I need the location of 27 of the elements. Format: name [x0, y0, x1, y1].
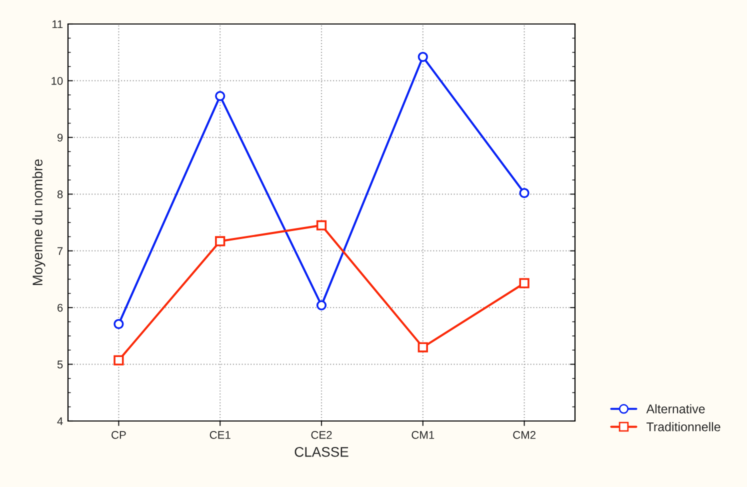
y-tick-label: 4 — [57, 417, 63, 426]
point — [215, 236, 226, 246]
point — [316, 220, 327, 230]
legend-label: Traditionnelle — [646, 422, 720, 432]
x-tick-label: CP — [112, 431, 126, 439]
y-tick-label: 9 — [57, 134, 63, 142]
y-axis-title: Moyenne du nombre — [32, 159, 46, 286]
y-tick-label: 5 — [57, 360, 63, 368]
y-tick-label: 7 — [58, 247, 63, 255]
x-tick-label: CM1 — [412, 431, 434, 439]
x-tick-label: CE2 — [311, 431, 332, 439]
point — [215, 90, 226, 102]
x-tick-label: CM2 — [513, 431, 536, 439]
point — [114, 318, 124, 330]
point — [418, 342, 428, 352]
x-axis-title: CLASSE — [294, 447, 348, 457]
y-tick-label: 11 — [52, 20, 63, 28]
x-tick-label: CE1 — [210, 431, 230, 439]
y-tick-label: 6 — [58, 304, 63, 312]
point — [418, 52, 428, 62]
point — [519, 188, 530, 198]
point — [316, 300, 327, 310]
legend-label: Alternative — [646, 404, 705, 414]
point — [519, 278, 530, 288]
point — [114, 355, 124, 366]
y-tick-label: 8 — [57, 190, 63, 198]
y-tick-label: 10 — [52, 76, 63, 85]
